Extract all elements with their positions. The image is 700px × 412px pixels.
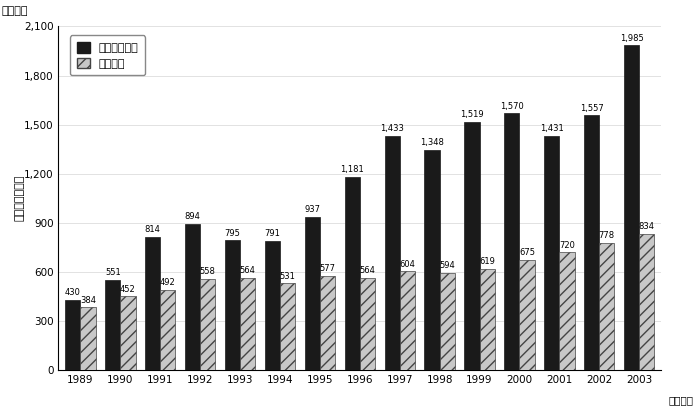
- Text: 577: 577: [319, 264, 335, 273]
- Text: 619: 619: [480, 258, 495, 266]
- Text: 937: 937: [304, 205, 321, 214]
- Text: 1,348: 1,348: [420, 138, 444, 147]
- Text: 675: 675: [519, 248, 535, 257]
- Text: 1,985: 1,985: [620, 34, 643, 43]
- Bar: [120, 296, 136, 370]
- Text: 795: 795: [225, 229, 240, 238]
- Text: 551: 551: [105, 269, 120, 277]
- Bar: [464, 122, 480, 370]
- Bar: [480, 269, 495, 370]
- Text: 1,433: 1,433: [380, 124, 404, 133]
- Text: 452: 452: [120, 285, 136, 294]
- Text: 791: 791: [265, 229, 280, 238]
- Text: 1,557: 1,557: [580, 104, 603, 113]
- Bar: [80, 307, 96, 370]
- Bar: [599, 243, 615, 370]
- Text: 558: 558: [199, 267, 216, 276]
- Bar: [105, 280, 120, 370]
- Text: （年度）: （年度）: [668, 395, 693, 405]
- Text: 814: 814: [145, 225, 160, 234]
- Bar: [400, 271, 415, 370]
- Bar: [519, 260, 535, 370]
- Bar: [200, 279, 216, 370]
- Bar: [280, 283, 295, 370]
- Text: 1,570: 1,570: [500, 102, 524, 111]
- Text: 531: 531: [279, 272, 295, 281]
- Text: 604: 604: [400, 260, 415, 269]
- Bar: [424, 150, 440, 370]
- Text: 894: 894: [185, 212, 200, 221]
- Bar: [265, 241, 280, 370]
- Bar: [584, 115, 599, 370]
- Text: （億円）: （億円）: [1, 6, 28, 16]
- Y-axis label: 研究費支出総額: 研究費支出総額: [15, 175, 24, 221]
- Text: 564: 564: [239, 266, 255, 275]
- Bar: [344, 177, 360, 370]
- Text: 430: 430: [65, 288, 80, 297]
- Bar: [304, 217, 320, 370]
- Bar: [624, 45, 639, 370]
- Bar: [559, 252, 575, 370]
- Bar: [504, 113, 519, 370]
- Bar: [240, 278, 256, 370]
- Text: 720: 720: [559, 241, 575, 250]
- Bar: [320, 276, 335, 370]
- Bar: [384, 136, 400, 370]
- Bar: [160, 290, 176, 370]
- Text: 492: 492: [160, 278, 176, 287]
- Text: 594: 594: [440, 261, 455, 270]
- Bar: [225, 240, 240, 370]
- Bar: [185, 224, 200, 370]
- Text: 384: 384: [80, 296, 96, 305]
- Bar: [544, 136, 559, 370]
- Bar: [440, 273, 455, 370]
- Text: 1,181: 1,181: [340, 165, 364, 174]
- Text: 834: 834: [638, 222, 654, 231]
- Bar: [145, 237, 160, 370]
- Text: 1,431: 1,431: [540, 124, 564, 133]
- Text: 1,519: 1,519: [460, 110, 484, 119]
- Text: 564: 564: [359, 266, 375, 275]
- Text: 778: 778: [598, 231, 615, 240]
- Legend: 海外研究機関, 国内大学: 海外研究機関, 国内大学: [70, 35, 146, 75]
- Bar: [360, 278, 375, 370]
- Bar: [65, 300, 80, 370]
- Bar: [639, 234, 654, 370]
